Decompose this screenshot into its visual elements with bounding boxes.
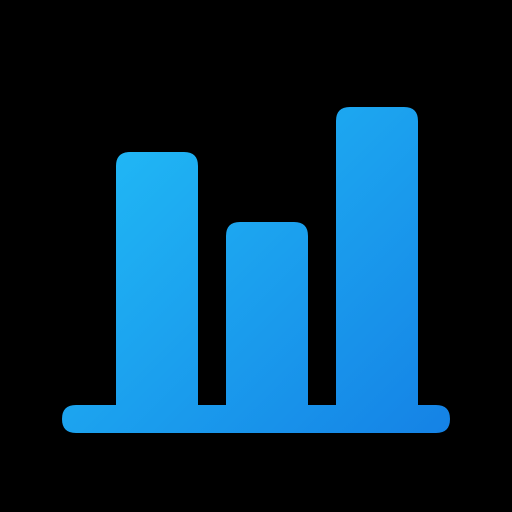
- bar-chart-fill: [0, 0, 512, 512]
- bar-chart-svg: [0, 0, 512, 512]
- bar-chart-icon: [0, 0, 512, 512]
